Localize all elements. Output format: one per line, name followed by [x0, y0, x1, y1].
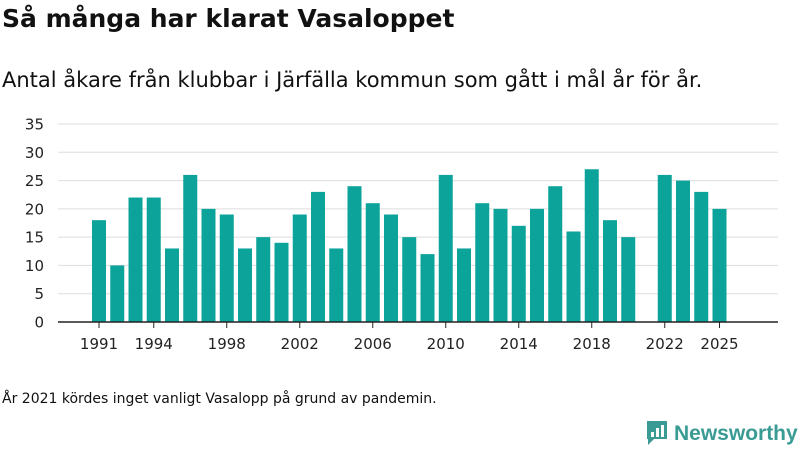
bar-2007	[384, 214, 398, 322]
x-tick-label: 2014	[500, 335, 538, 353]
x-tick-label: 1991	[80, 335, 118, 353]
x-tick-label: 1998	[208, 335, 246, 353]
bar-1993	[128, 197, 143, 322]
y-tick-label: 0	[34, 314, 44, 332]
bar-2025	[712, 208, 727, 322]
y-tick-label: 30	[25, 144, 44, 162]
y-tick-label: 20	[25, 200, 44, 218]
x-tick-label: 2002	[281, 335, 319, 353]
newsworthy-logo-icon	[647, 421, 667, 445]
bar-1994	[146, 197, 161, 322]
x-tick-label: 1994	[135, 335, 173, 353]
bar-1999	[238, 248, 252, 322]
bar-2010	[438, 174, 453, 322]
x-tick-label: 2010	[427, 335, 465, 353]
bar-1996	[183, 174, 198, 322]
y-tick-label: 15	[25, 229, 44, 247]
bar-1998	[219, 214, 234, 322]
bar-2019	[603, 220, 617, 322]
y-tick-label: 25	[25, 172, 44, 190]
bar-2009	[420, 254, 435, 322]
bar-2006	[365, 203, 380, 322]
bar-2013	[493, 208, 508, 322]
bar-2017	[566, 231, 581, 322]
bar-2011	[457, 248, 471, 322]
bar-2018	[584, 169, 599, 322]
y-tick-label: 5	[34, 285, 44, 303]
bar-2001	[274, 242, 289, 322]
bar-2016	[548, 186, 563, 322]
y-tick-label: 35	[25, 116, 44, 134]
brand-logo[interactable]: Newsworthy	[645, 420, 798, 448]
bar-2015	[530, 208, 544, 322]
bar-2003	[311, 191, 325, 322]
chart-subtitle: Antal åkare från klubbar i Järfälla komm…	[2, 68, 703, 92]
y-tick-label: 10	[25, 257, 44, 275]
bar-2014	[511, 225, 526, 322]
bar-2005	[347, 186, 362, 322]
bar-2022	[657, 174, 672, 322]
brand-name: Newsworthy	[674, 422, 798, 445]
bar-2000	[256, 237, 271, 322]
x-tick-label: 2018	[573, 335, 611, 353]
bar-2008	[402, 237, 417, 322]
bar-2002	[292, 214, 307, 322]
bar-1991	[92, 220, 106, 322]
bar-1992	[110, 265, 125, 322]
footnote: År 2021 kördes inget vanligt Vasalopp på…	[2, 391, 437, 407]
x-tick-label: 2022	[646, 335, 684, 353]
bar-2020	[621, 237, 636, 322]
x-tick-label: 2025	[700, 335, 738, 353]
bar-2024	[694, 191, 709, 322]
bar-1997	[201, 208, 216, 322]
bar-2023	[676, 180, 690, 322]
x-tick-label: 2006	[354, 335, 392, 353]
chart-title: Så många har klarat Vasaloppet	[2, 4, 455, 33]
bar-2004	[329, 248, 344, 322]
bar-1995	[165, 248, 179, 322]
bar-2012	[475, 203, 490, 322]
